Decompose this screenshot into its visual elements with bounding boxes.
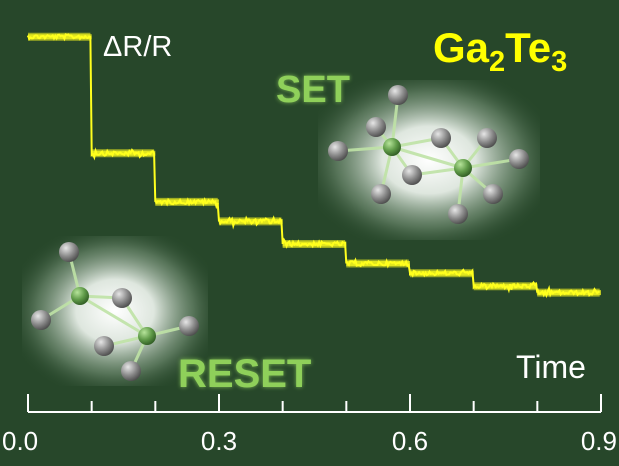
reset-te-atom [179, 316, 199, 336]
reset-ga-atom [71, 287, 89, 305]
set-te-atom [431, 128, 451, 148]
set-inset-glow [318, 80, 540, 240]
set-te-atom [366, 117, 386, 137]
set-label: SET [276, 69, 350, 111]
set-te-atom [371, 184, 391, 204]
reset-ga-atom [138, 327, 156, 345]
set-te-atom [388, 85, 408, 105]
x-tick-label: 0.9 [581, 426, 617, 456]
set-te-atom [402, 165, 422, 185]
reset-label-text: RESET [178, 352, 311, 396]
set-te-atom [477, 128, 497, 148]
set-structure-inset [318, 80, 540, 240]
set-ga-atom [383, 138, 401, 156]
reset-te-atom [31, 310, 51, 330]
x-axis: 0.0 0.3 0.6 0.9 [2, 394, 617, 456]
reset-te-atom [94, 336, 114, 356]
reset-te-atom [121, 361, 141, 381]
set-label-text: SET [276, 69, 350, 111]
compound-title-sub-2: 2 [489, 46, 505, 78]
trace-layer [27, 32, 601, 299]
reset-bond [79, 294, 148, 338]
reset-te-atom [112, 288, 132, 308]
set-te-atom [328, 141, 348, 161]
compound-title: Ga2Te3 [433, 24, 567, 78]
set-ga-atom [454, 159, 472, 177]
reset-te-atom [59, 242, 79, 262]
set-te-atom [483, 184, 503, 204]
reset-label: RESET [178, 352, 311, 396]
x-tick-label: 0.3 [201, 426, 237, 456]
set-bond [391, 145, 464, 170]
compound-title-te: Te [505, 24, 551, 71]
x-tick-label: 0.0 [2, 426, 38, 456]
set-te-atom [448, 204, 468, 224]
compound-title-ga: Ga [433, 24, 490, 71]
x-tick-label: 0.6 [392, 426, 428, 456]
y-axis-quantity-label: ΔR/R [103, 31, 172, 63]
set-te-atom [509, 149, 529, 169]
compound-title-sub-3: 3 [551, 46, 567, 78]
x-axis-title: Time [516, 349, 586, 385]
molecule-atoms [31, 85, 529, 381]
